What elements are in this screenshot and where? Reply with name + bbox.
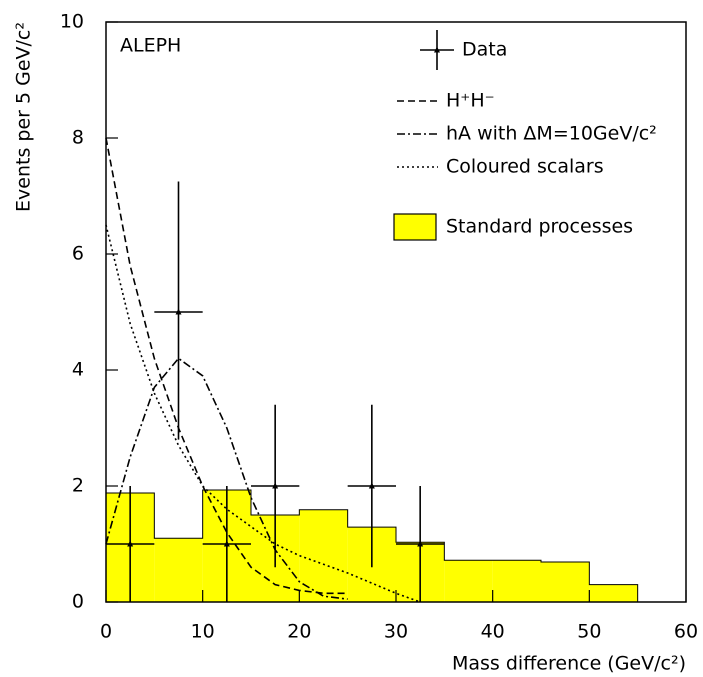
- legend-label: Data: [462, 39, 507, 61]
- x-tick-label: 10: [191, 621, 215, 643]
- x-tick-label: 20: [287, 621, 311, 643]
- curve: [105, 357, 348, 600]
- x-tick-label: 30: [384, 621, 408, 643]
- histogram-bar: [444, 560, 493, 602]
- annotation: ALEPH: [120, 35, 181, 57]
- y-tick-label: 2: [72, 475, 84, 497]
- y-tick-label: 6: [72, 243, 84, 265]
- data-point: [175, 308, 182, 315]
- legend-label: hA with ΔM=10GeV/c²: [446, 123, 657, 145]
- histogram-outline: [105, 489, 639, 602]
- data-point: [272, 482, 279, 489]
- data-point: [127, 540, 134, 547]
- data-point: [223, 540, 230, 547]
- histogram-bar: [589, 584, 638, 602]
- y-tick-label: 4: [72, 359, 84, 381]
- x-tick-label: 40: [481, 621, 505, 643]
- legend-data-marker: [434, 46, 440, 53]
- histogram-bar: [541, 561, 590, 602]
- legend-label: Standard processes: [446, 216, 633, 238]
- y-tick-label: 0: [72, 591, 84, 613]
- legend-swatch: [393, 213, 437, 241]
- histogram-bar: [492, 560, 541, 602]
- histogram-bar: [299, 509, 348, 602]
- y-axis-label: Events per 5 GeV/c²: [13, 22, 35, 212]
- curve: [105, 137, 348, 595]
- x-tick-label: 60: [674, 621, 698, 643]
- x-tick-label: 0: [100, 621, 112, 643]
- x-tick-label: 50: [577, 621, 601, 643]
- legend-label: H⁺H⁻: [446, 90, 495, 112]
- histogram-bar: [154, 538, 203, 602]
- y-tick-label: 10: [60, 11, 84, 33]
- data-point: [417, 540, 424, 547]
- x-axis-label: Mass difference (GeV/c²): [452, 653, 686, 675]
- y-tick-label: 8: [72, 127, 84, 149]
- data-point: [368, 482, 375, 489]
- legend-label: Coloured scalars: [446, 156, 604, 178]
